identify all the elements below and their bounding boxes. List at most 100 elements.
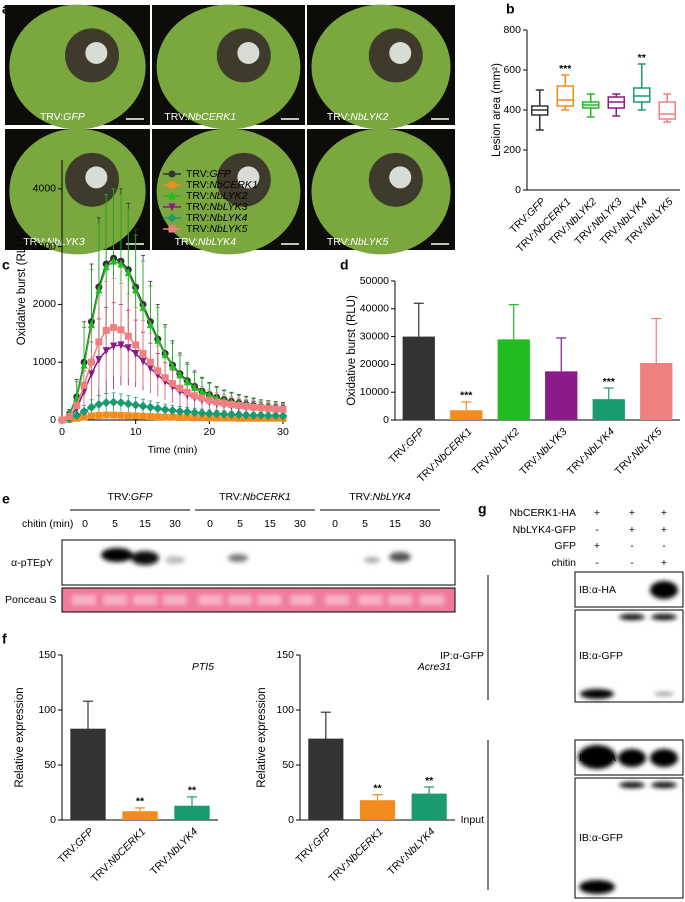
marker bbox=[116, 398, 126, 408]
condition-sign: - bbox=[662, 540, 666, 552]
marker bbox=[146, 413, 154, 421]
marker bbox=[183, 413, 191, 421]
time-label: 30 bbox=[169, 518, 181, 530]
marker bbox=[87, 358, 95, 366]
marker bbox=[191, 383, 199, 392]
marker bbox=[161, 374, 169, 382]
y-axis-label: Oxidative burst (RLU) bbox=[16, 235, 28, 346]
marker bbox=[169, 361, 176, 370]
condition-label: NbLYK4-GFP bbox=[513, 524, 576, 536]
marker bbox=[191, 414, 199, 422]
group-label: TRV:NbCERK1 bbox=[219, 491, 291, 503]
condition-sign: + bbox=[661, 524, 667, 536]
marker bbox=[227, 400, 235, 408]
blot-bands bbox=[72, 548, 444, 605]
marker bbox=[145, 402, 155, 412]
bar bbox=[70, 728, 106, 820]
marker bbox=[154, 413, 162, 421]
y-tick-label: 400 bbox=[503, 104, 521, 116]
bar bbox=[359, 800, 396, 820]
significance: *** bbox=[603, 376, 616, 388]
marker bbox=[73, 402, 81, 410]
chart-label: Acre31 bbox=[417, 661, 451, 673]
y-axis-label: Oxidative burst (RLU) bbox=[346, 295, 358, 406]
marker bbox=[95, 338, 103, 346]
bar bbox=[592, 399, 625, 420]
x-tick-label: 10 bbox=[130, 426, 142, 438]
time-label: 0 bbox=[82, 518, 88, 530]
legend-marker bbox=[168, 181, 176, 189]
marker bbox=[110, 324, 118, 332]
y-tick-label: 100 bbox=[276, 704, 294, 716]
y-tick-label: 20000 bbox=[360, 358, 389, 370]
marker bbox=[87, 412, 95, 420]
marker bbox=[132, 412, 140, 420]
x-tick-label: TRV:GFP bbox=[387, 426, 427, 466]
photo-label: TRV:NbCERK1 bbox=[164, 111, 236, 123]
legend-marker bbox=[168, 170, 176, 178]
condition-sign: + bbox=[661, 557, 667, 569]
marker bbox=[161, 350, 169, 359]
marker bbox=[190, 407, 200, 417]
marker bbox=[102, 411, 110, 419]
marker bbox=[110, 256, 118, 265]
marker bbox=[205, 390, 213, 399]
significance: ** bbox=[373, 782, 382, 794]
marker bbox=[212, 409, 222, 419]
x-tick-label: 20 bbox=[203, 426, 215, 438]
legend-marker bbox=[168, 225, 176, 233]
x-tick-label: TRV:NbLYK5 bbox=[612, 425, 664, 477]
marker bbox=[79, 406, 89, 416]
bar bbox=[640, 363, 673, 420]
marker bbox=[139, 357, 147, 366]
significance: ** bbox=[188, 785, 197, 797]
box bbox=[633, 87, 651, 103]
marker bbox=[132, 285, 140, 294]
time-label: 5 bbox=[112, 518, 118, 530]
time-label: 15 bbox=[264, 518, 276, 530]
blot-label: IB:α-HA bbox=[579, 584, 616, 596]
y-tick-label: 1000 bbox=[33, 356, 57, 368]
photo-label: TRV:NbLYK5 bbox=[327, 236, 389, 248]
x-tick-label: TRV:NbLYK2 bbox=[470, 425, 522, 477]
time-label: 5 bbox=[237, 518, 243, 530]
condition-sign: - bbox=[630, 557, 634, 569]
marker bbox=[117, 411, 125, 419]
marker bbox=[87, 320, 95, 329]
marker bbox=[250, 403, 258, 411]
significance: *** bbox=[460, 390, 473, 402]
bar bbox=[122, 811, 158, 820]
time-label: 30 bbox=[419, 518, 431, 530]
y-tick-label: 0 bbox=[383, 414, 389, 426]
time-axis-label: chitin (min) bbox=[22, 518, 73, 530]
marker bbox=[234, 410, 244, 420]
marker bbox=[205, 396, 213, 404]
blot-bands bbox=[578, 581, 678, 894]
legend-marker bbox=[168, 203, 176, 212]
marker bbox=[110, 411, 118, 419]
condition-sign: + bbox=[594, 507, 600, 519]
group-label: TRV:GFP bbox=[108, 491, 153, 503]
marker bbox=[131, 400, 141, 410]
legend-label: TRV:NbCERK1 bbox=[186, 179, 258, 191]
y-axis-label: Relative expression bbox=[256, 687, 268, 787]
marker bbox=[160, 405, 170, 415]
marker bbox=[161, 413, 169, 421]
marker bbox=[175, 406, 185, 416]
y-tick-label: 0 bbox=[50, 414, 56, 426]
panel-label: g bbox=[478, 501, 487, 517]
marker bbox=[176, 384, 184, 392]
marker bbox=[183, 388, 191, 396]
inoculum bbox=[85, 42, 108, 64]
marker bbox=[169, 413, 176, 421]
y-tick-label: 50 bbox=[282, 759, 294, 771]
panel-label: f bbox=[2, 631, 7, 647]
marker bbox=[138, 401, 148, 411]
row-label: Ponceau S bbox=[5, 594, 56, 606]
significance: *** bbox=[559, 63, 572, 75]
x-tick-label: TRV:NbLYK4 bbox=[148, 825, 200, 877]
x-tick-label: TRV:NbCERK1 bbox=[89, 826, 148, 885]
row-label: α-pTEpY bbox=[11, 557, 53, 569]
chart-label: PTI5 bbox=[192, 661, 214, 673]
y-tick-label: 800 bbox=[503, 24, 521, 36]
